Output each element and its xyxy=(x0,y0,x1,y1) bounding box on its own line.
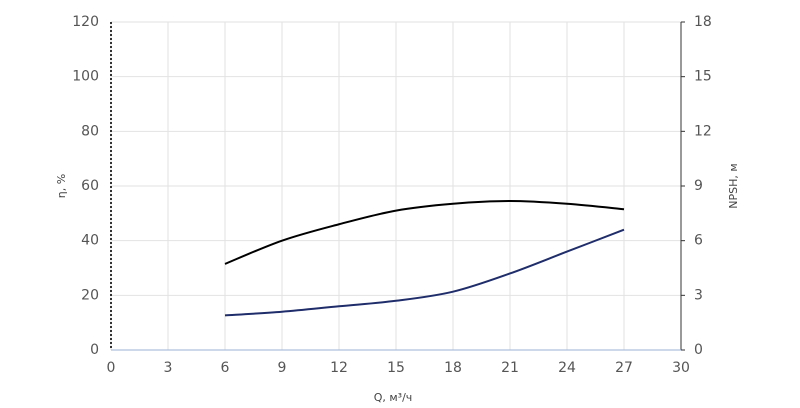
y-axis-title: η, % xyxy=(55,174,68,198)
y2-tick-label: 15 xyxy=(694,69,712,85)
x-tick-label: 12 xyxy=(330,360,348,376)
y-tick-label: 120 xyxy=(72,14,99,30)
y-tick-label: 20 xyxy=(81,287,99,303)
y-tick-label: 100 xyxy=(72,69,99,85)
series-line xyxy=(224,200,625,265)
x-tick-label: 18 xyxy=(444,360,462,376)
y2-axis-title: NPSH, м xyxy=(727,163,740,208)
x-tick-label: 0 xyxy=(107,360,116,376)
x-tick-label: 27 xyxy=(615,360,633,376)
series-line xyxy=(224,228,625,317)
y-tick-label: 80 xyxy=(81,123,99,139)
y-tick-label: 0 xyxy=(90,342,99,358)
y2-tick-label: 0 xyxy=(694,342,703,358)
x-tick-label: 30 xyxy=(672,360,690,376)
y2-tick-label: 6 xyxy=(694,233,703,249)
x-tick-label: 21 xyxy=(501,360,519,376)
y2-tick-label: 18 xyxy=(694,14,712,30)
x-axis-title: Q, м³/ч xyxy=(374,391,413,404)
x-tick-label: 6 xyxy=(221,360,230,376)
x-tick-label: 15 xyxy=(387,360,405,376)
y2-tick-label: 12 xyxy=(694,123,712,139)
y-tick-label: 60 xyxy=(81,178,99,194)
x-tick-label: 9 xyxy=(278,360,287,376)
x-tick-label: 3 xyxy=(164,360,173,376)
y2-tick-label: 9 xyxy=(694,178,703,194)
y-tick-label: 40 xyxy=(81,233,99,249)
x-tick-label: 24 xyxy=(558,360,576,376)
y2-tick-label: 3 xyxy=(694,287,703,303)
